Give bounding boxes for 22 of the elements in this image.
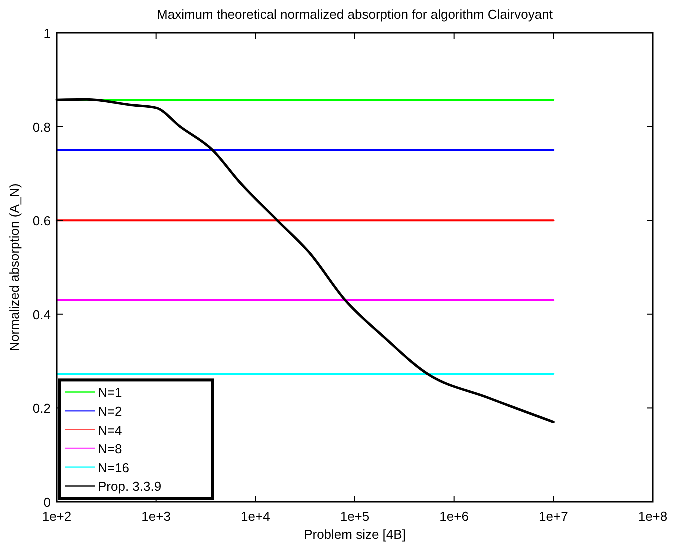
legend-label: N=2: [98, 404, 122, 419]
y-tick-label: 1: [44, 26, 51, 41]
x-tick-label: 1e+6: [440, 509, 469, 524]
y-tick-label: 0.8: [32, 120, 51, 135]
y-tick-label: 0.6: [32, 214, 51, 229]
y-tick-label: 0.2: [32, 401, 51, 416]
chart-title: Maximum theoretical normalized absorption for algorithm Clairvoyant: [157, 7, 554, 22]
x-tick-label: 1e+3: [142, 509, 171, 524]
x-tick-label: 1e+2: [42, 509, 72, 524]
legend-label: N=1: [98, 385, 122, 400]
y-tick-label: 0.4: [32, 307, 51, 322]
y-tick-label: 0: [44, 495, 51, 510]
legend-label: N=16: [98, 460, 130, 476]
legend-label: N=8: [98, 442, 122, 457]
y-axis-title: Normalized absorption (A_N): [7, 184, 22, 352]
x-tick-label: 1e+8: [638, 509, 668, 524]
x-tick-label: 1e+7: [539, 509, 568, 524]
legend-label: Prop. 3.3.9: [98, 479, 162, 494]
x-axis-title: Problem size [4B]: [304, 527, 406, 542]
x-tick-label: 1e+4: [241, 509, 270, 524]
x-tick-label: 1e+5: [340, 509, 370, 524]
legend-label: N=4: [98, 422, 122, 438]
